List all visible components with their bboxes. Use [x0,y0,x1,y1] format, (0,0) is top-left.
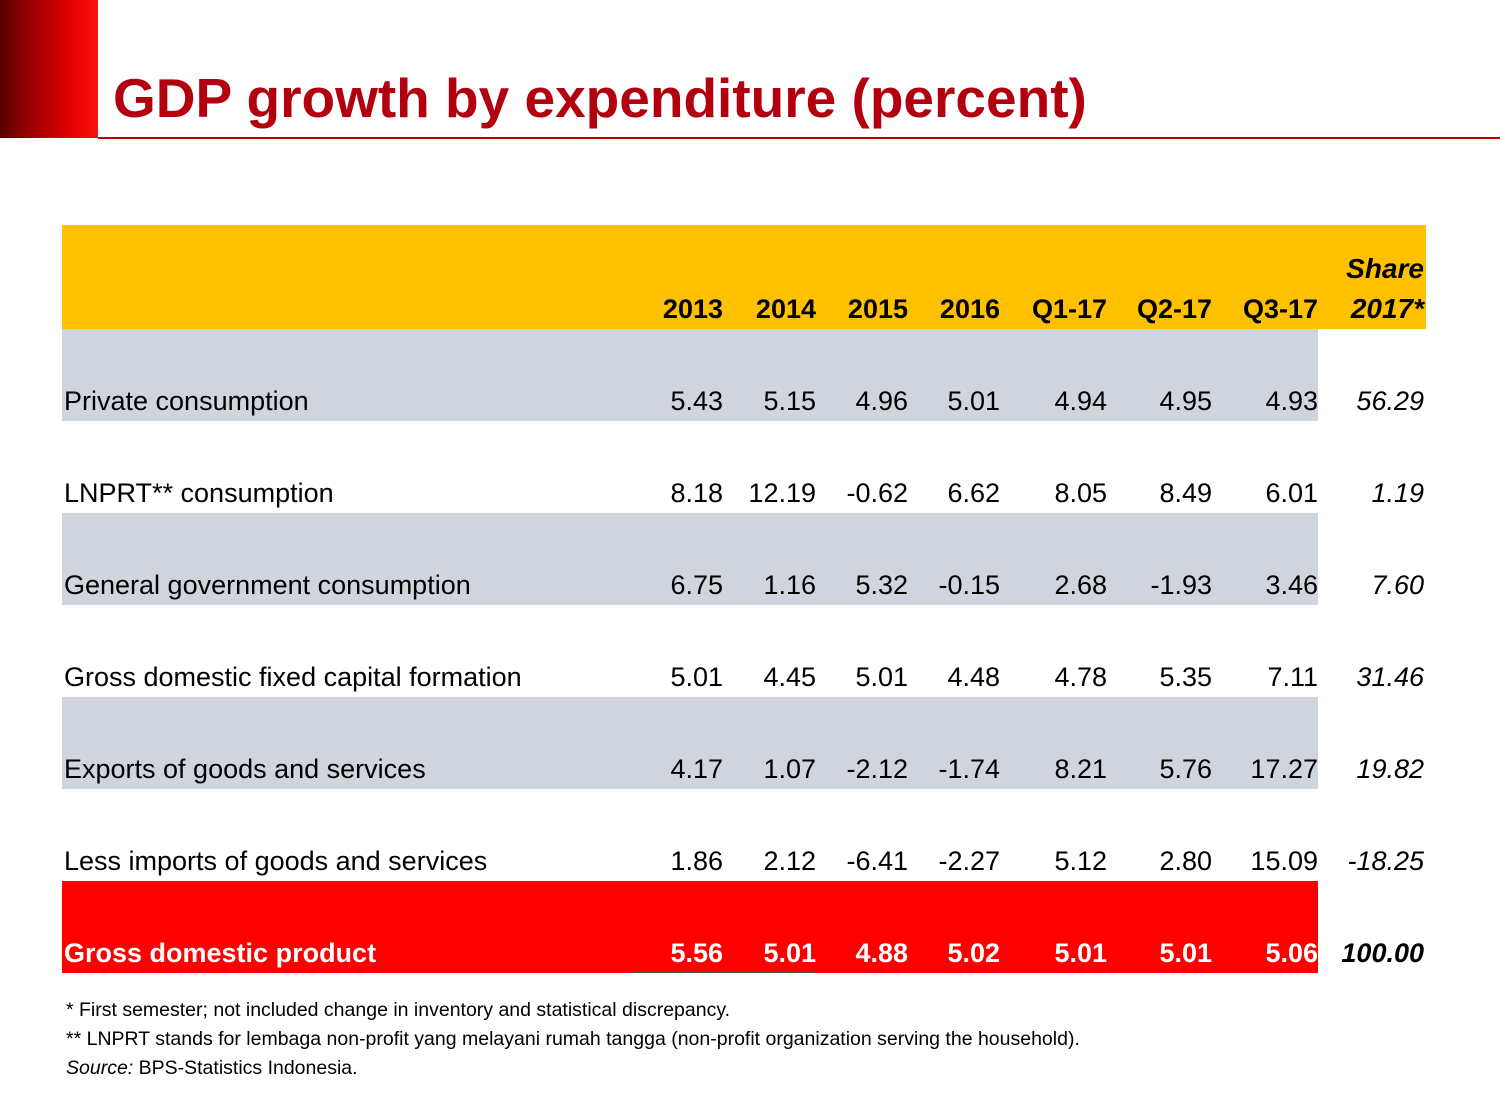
table-row: LNPRT** consumption 8.18 12.19 -0.62 6.6… [62,421,1426,513]
cell-2013: 1.86 [670,846,723,876]
cell-q1-17: 5.01 [1054,938,1107,968]
cell-q1-17: 8.21 [1054,754,1107,784]
table-header-row: 2013 2014 2015 2016 Q1-17 Q2-17 Q3-17 Sh… [62,225,1426,329]
cell-2013: 8.18 [670,478,723,508]
col-header-share: Share 2017* [1346,249,1424,329]
col-header-2014: 2014 [755,294,816,324]
cell-2015: 5.32 [855,570,908,600]
table-row-total-gdp: Gross domestic product 5.56 5.01 4.88 5.… [62,881,1426,973]
cell-2014: 4.45 [763,662,816,692]
cell-share: 19.82 [1356,754,1424,784]
cell-2013: 5.01 [670,662,723,692]
cell-2013: 5.56 [670,938,723,968]
cell-2014: 5.01 [763,938,816,968]
cell-q1-17: 2.68 [1054,570,1107,600]
title-divider [98,137,1500,139]
row-label: Exports of goods and services [64,754,426,784]
cell-2014: 5.15 [763,386,816,416]
share-header-line2: 2017* [1350,293,1424,324]
col-header-q1-17: Q1-17 [1031,294,1107,324]
cell-2014: 2.12 [763,846,816,876]
gdp-growth-table: 2013 2014 2015 2016 Q1-17 Q2-17 Q3-17 Sh… [62,225,1426,973]
col-header-2015: 2015 [847,294,908,324]
cell-2014: 1.07 [763,754,816,784]
cell-2013: 6.75 [670,570,723,600]
cell-2015: 5.01 [855,662,908,692]
row-label: Gross domestic fixed capital formation [64,662,522,692]
col-header-q2-17: Q2-17 [1136,294,1212,324]
cell-2014: 12.19 [748,478,816,508]
cell-share: 31.46 [1356,662,1424,692]
cell-q3-17: 6.01 [1265,478,1318,508]
cell-underline [631,972,816,973]
row-label: Gross domestic product [64,938,377,968]
source-text: BPS-Statistics Indonesia. [133,1057,358,1079]
cell-q2-17: 5.76 [1159,754,1212,784]
row-label: Private consumption [64,386,309,416]
cell-2014: 1.16 [763,570,816,600]
row-label: LNPRT** consumption [64,478,334,508]
cell-q3-17: 7.11 [1267,662,1318,692]
cell-q3-17: 17.27 [1250,754,1318,784]
cell-q3-17: 15.09 [1250,846,1318,876]
cell-2016: 6.62 [947,478,1000,508]
source-note: Source: BPS-Statistics Indonesia. [66,1054,1080,1083]
cell-2015: -2.12 [846,754,908,784]
footnote-1: * First semester; not included change in… [66,999,731,1021]
cell-share: 7.60 [1371,570,1424,600]
cell-2013: 4.17 [670,754,723,784]
cell-2015: 4.88 [855,938,908,968]
cell-2015: -6.41 [846,846,908,876]
row-label: General government consumption [64,570,471,600]
cell-share: 1.19 [1371,478,1424,508]
table-row: Exports of goods and services 4.17 1.07 … [62,697,1426,789]
footnotes: * First semester; not included change in… [66,996,1080,1083]
col-header-q3-17: Q3-17 [1242,294,1318,324]
title-accent-bar [0,0,98,138]
cell-q1-17: 4.94 [1054,386,1107,416]
col-header-2013: 2013 [662,294,723,324]
cell-q3-17: 3.46 [1265,570,1318,600]
table-row: General government consumption 6.75 1.16… [62,513,1426,605]
share-header-line1: Share [1346,253,1424,284]
cell-q2-17: -1.93 [1150,570,1212,600]
cell-2016: 5.01 [947,386,1000,416]
cell-q2-17: 4.95 [1159,386,1212,416]
table-row: Less imports of goods and services 1.86 … [62,789,1426,881]
cell-q2-17: 5.35 [1159,662,1212,692]
source-label: Source: [66,1057,134,1079]
cell-2015: -0.62 [846,478,908,508]
cell-q1-17: 5.12 [1054,846,1107,876]
cell-q2-17: 5.01 [1159,938,1212,968]
cell-q1-17: 8.05 [1054,478,1107,508]
footnote-2: ** LNPRT stands for lembaga non-profit y… [66,1028,1080,1050]
cell-2015: 4.96 [855,386,908,416]
table-row: Private consumption 5.43 5.15 4.96 5.01 … [62,329,1426,421]
cell-q3-17: 5.06 [1265,938,1318,968]
cell-q2-17: 8.49 [1159,478,1212,508]
cell-2013: 5.43 [670,386,723,416]
cell-share: -18.25 [1347,846,1424,876]
cell-2016: 4.48 [947,662,1000,692]
cell-2016: 5.02 [947,938,1000,968]
cell-q3-17: 4.93 [1265,386,1318,416]
col-header-2016: 2016 [939,294,1000,324]
row-label: Less imports of goods and services [64,846,488,876]
cell-2016: -2.27 [938,846,1000,876]
cell-q1-17: 4.78 [1054,662,1107,692]
cell-share: 100.00 [1341,938,1424,968]
cell-2016: -1.74 [938,754,1000,784]
cell-share: 56.29 [1356,386,1424,416]
slide-title: GDP growth by expenditure (percent) [113,67,1087,129]
cell-q2-17: 2.80 [1159,846,1212,876]
cell-2016: -0.15 [938,570,1000,600]
table-row: Gross domestic fixed capital formation 5… [62,605,1426,697]
